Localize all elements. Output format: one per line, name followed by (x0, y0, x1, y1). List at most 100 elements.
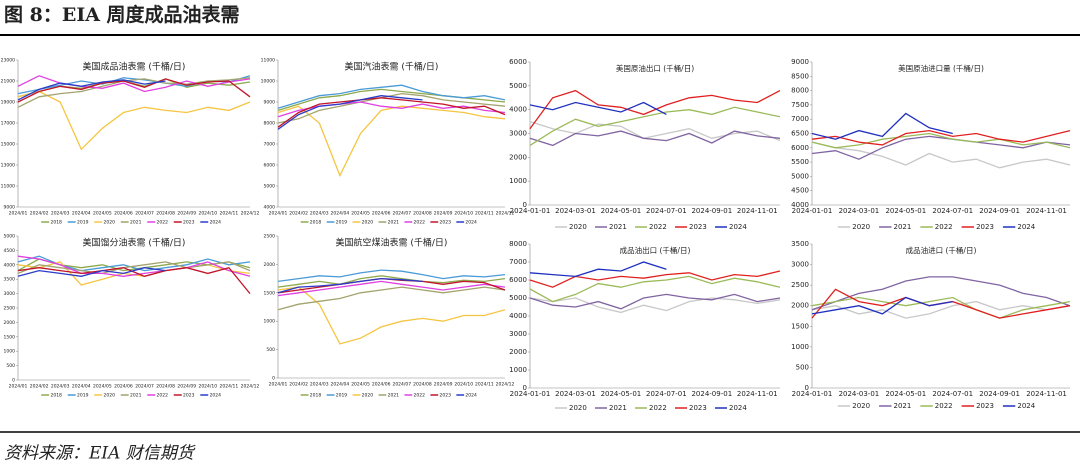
chart-title: 美国成品油表需 (千桶/日) (83, 61, 186, 73)
series-line (17, 261, 251, 275)
x-tick-label: 2024/06 (114, 384, 133, 390)
series-line (529, 89, 781, 130)
series-line (277, 97, 506, 128)
x-tick-label: 2024/08 (156, 211, 175, 217)
y-tick-label: 4000 (791, 201, 809, 209)
y-tick-label: 7000 (791, 115, 809, 123)
legend-label: 2021 (130, 220, 142, 226)
legend-label: 2023 (183, 220, 195, 226)
x-tick-label: 2024/07 (135, 384, 154, 390)
legend-label: 2024 (729, 223, 747, 231)
x-tick-label: 2024/03 (51, 211, 70, 217)
x-tick-label: 2024-11-01 (737, 390, 778, 398)
y-tick-label: 8000 (509, 240, 527, 248)
legend-label: 2022 (157, 220, 169, 226)
x-tick-label: 2024-09-01 (691, 207, 732, 215)
x-tick-label: 2024/09 (177, 211, 196, 217)
x-tick-label: 2024/09 (177, 384, 196, 390)
series-line (277, 88, 506, 112)
y-tick-label: 0 (272, 376, 275, 382)
legend-label: 2023 (976, 402, 994, 410)
x-tick-label: 2024-05-01 (601, 390, 642, 398)
x-tick-label: 2024/07 (392, 382, 411, 388)
y-tick-label: 0 (523, 201, 527, 209)
series-line (277, 92, 506, 124)
chart-title: 成品油进口 (千桶/日) (906, 245, 977, 255)
x-tick-label: 2024/08 (413, 211, 432, 217)
x-tick-label: 2024/08 (156, 384, 175, 390)
chart-title: 成品油出口 (千桶/日) (620, 245, 691, 255)
y-tick-label: 4000 (509, 106, 527, 114)
y-tick-label: 3000 (4, 291, 16, 297)
series-line (17, 267, 166, 277)
x-tick-label: 2024/01 (269, 211, 288, 217)
chart-title: 美国汽油表需 (千桶/日) (345, 61, 439, 73)
chart-title: 美国原油出口 (千桶/日) (616, 63, 694, 73)
y-tick-label: 9000 (791, 58, 809, 66)
y-tick-label: 19000 (1, 100, 15, 106)
series-line (277, 286, 506, 345)
x-tick-label: 2024/12 (241, 211, 260, 217)
chart-title: 美国馏分油表需 (千桶/日) (83, 237, 186, 249)
legend-label: 2020 (104, 220, 116, 226)
x-tick-label: 2024/07 (135, 211, 154, 217)
y-tick-label: 5000 (791, 172, 809, 180)
x-tick-label: 2024/05 (93, 211, 112, 217)
x-tick-label: 2024/11 (220, 211, 239, 217)
series-line (811, 132, 1071, 149)
legend-label: 2022 (935, 223, 953, 231)
y-tick-label: 13000 (1, 163, 15, 169)
x-tick-label: 2024-05-01 (601, 207, 642, 215)
legend-label: 2019 (77, 220, 89, 226)
x-tick-label: 2024-07-01 (646, 207, 687, 215)
y-tick-label: 2000 (4, 320, 16, 326)
y-tick-label: 5500 (791, 158, 809, 166)
series-line (17, 266, 251, 295)
series-line (811, 276, 1071, 311)
series-line (811, 112, 953, 140)
x-tick-label: 2024/10 (454, 382, 473, 388)
x-tick-label: 2024/10 (454, 211, 473, 217)
y-tick-label: 6000 (509, 58, 527, 66)
legend-label: 2024 (465, 393, 477, 399)
y-tick-label: 23000 (1, 58, 15, 64)
y-tick-label: 3000 (791, 261, 809, 269)
legend-label: 2020 (852, 223, 870, 231)
x-tick-label: 2024/04 (72, 384, 91, 390)
x-tick-label: 2024/06 (114, 211, 133, 217)
x-tick-label: 2024-07-01 (646, 390, 687, 398)
legend-label: 2022 (935, 402, 953, 410)
x-tick-label: 2024-09-01 (691, 390, 732, 398)
y-tick-label: 5000 (509, 82, 527, 90)
series-line (529, 120, 781, 142)
legend-label: 2019 (336, 393, 348, 399)
chart-title: 美国航空煤油表需 (千桶/日) (336, 237, 448, 249)
x-tick-label: 2024/12 (241, 384, 260, 390)
y-tick-label: 1000 (509, 177, 527, 185)
x-tick-label: 2024/04 (331, 382, 350, 388)
legend-label: 2023 (439, 220, 451, 226)
chart-title: 美国原油进口量 (千桶/日) (898, 63, 984, 73)
y-tick-label: 2500 (791, 281, 809, 289)
x-tick-label: 2024-01-01 (510, 207, 551, 215)
series-line (277, 275, 506, 288)
y-tick-label: 1000 (791, 343, 809, 351)
y-tick-label: 21000 (1, 79, 15, 85)
series-line (811, 296, 1071, 319)
x-tick-label: 2024/09 (434, 382, 453, 388)
y-tick-label: 3000 (509, 330, 527, 338)
series-line (17, 90, 251, 151)
y-tick-label: 4500 (4, 248, 16, 254)
series-line (529, 297, 781, 314)
x-tick-label: 2024/02 (289, 382, 308, 388)
series-line (277, 286, 506, 311)
x-tick-label: 2024-01-01 (792, 390, 833, 398)
y-tick-label: 3500 (4, 277, 16, 283)
series-line (529, 275, 781, 303)
legend-label: 2020 (362, 393, 374, 399)
x-tick-label: 2024/05 (351, 382, 370, 388)
series-line (529, 261, 667, 278)
x-tick-label: 2024-11-01 (1026, 390, 1067, 398)
legend-label: 2024 (1017, 223, 1035, 231)
x-tick-label: 2024/07 (392, 211, 411, 217)
